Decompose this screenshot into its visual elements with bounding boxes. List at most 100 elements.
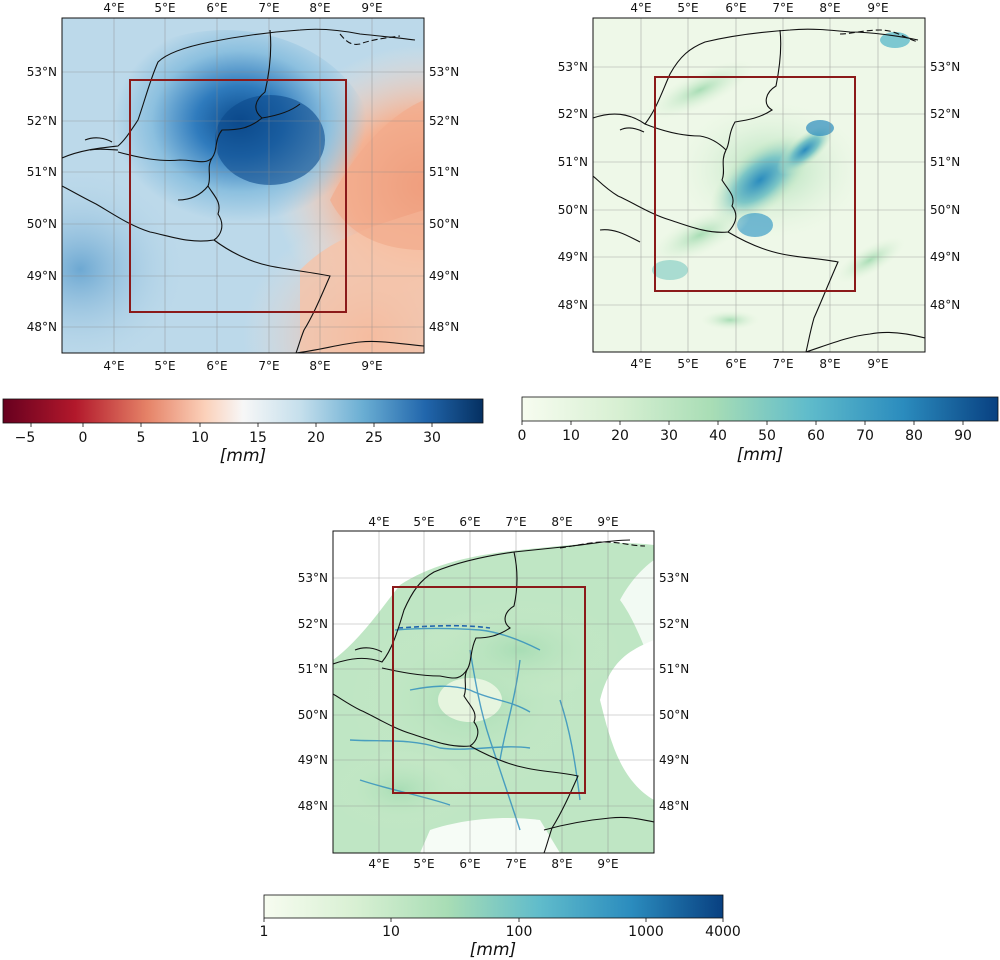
map-3-lat-left-label: 53°N [298, 571, 328, 585]
colorbar-1-ramp [2, 398, 484, 424]
map-3-lon-top-label: 7°E [505, 515, 526, 529]
map-3-lat-left-label: 52°N [298, 617, 328, 631]
map-2-lon-top-label: 9°E [867, 1, 888, 15]
map-3-lon-bottom-label: 4°E [368, 857, 389, 871]
colorbar-1-tick-label: 15 [249, 430, 267, 446]
map-3-lon-bottom-label: 7°E [505, 857, 526, 871]
map-1-lat-right-label: 48°N [429, 320, 459, 334]
colorbar-2-tick-label: 90 [954, 428, 972, 444]
colorbar-1-ticks [30, 423, 433, 427]
map-2-frame [592, 17, 926, 353]
map-3-lon-bottom-label: 9°E [597, 857, 618, 871]
map-3-lon-bottom-label: 8°E [551, 857, 572, 871]
map-2-lon-ticks-top: 4°E 5°E 6°E 7°E 8°E 9°E [630, 1, 888, 15]
map-3-lon-top-label: 4°E [368, 515, 389, 529]
map-2-lon-bottom-label: 8°E [819, 357, 840, 371]
map-3-lon-top-label: 9°E [597, 515, 618, 529]
map-2-lat-ticks-left: 53°N 52°N 51°N 50°N 49°N 48°N [558, 60, 588, 312]
map-2-lon-bottom-label: 6°E [725, 357, 746, 371]
colorbar-1-tick-label: 30 [423, 430, 441, 446]
map-3-lon-top-label: 8°E [551, 515, 572, 529]
map-2-lon-top-label: 4°E [630, 1, 651, 15]
map-2-lat-right-label: 48°N [930, 298, 960, 312]
colorbar-1-tick-label: 10 [191, 430, 209, 446]
colorbar-2-tick-label: 10 [562, 428, 580, 444]
map-1-lon-top-label: 5°E [154, 1, 175, 15]
map-1-lat-left-label: 48°N [27, 320, 57, 334]
map-3-lat-ticks-left: 53°N 52°N 51°N 50°N 49°N 48°N [298, 571, 328, 813]
map-1-lon-ticks-bottom: 4°E 5°E 6°E 7°E 8°E 9°E [103, 359, 382, 373]
map-3-lat-left-label: 50°N [298, 708, 328, 722]
map-1: 4°E 5°E 6°E 7°E 8°E 9°E 4°E 5°E 6°E 7°E … [27, 1, 460, 373]
map-1-lon-top-label: 9°E [361, 1, 382, 15]
map-2-lon-bottom-label: 4°E [630, 357, 651, 371]
map-2-lat-left-label: 49°N [558, 250, 588, 264]
map-3-domain-box [392, 586, 586, 794]
map-3-lon-bottom-label: 6°E [459, 857, 480, 871]
map-1-lon-bottom-label: 7°E [258, 359, 279, 373]
map-2-lon-top-label: 7°E [772, 1, 793, 15]
map-2-field [593, 18, 925, 352]
map-3-lat-right-label: 48°N [659, 799, 689, 813]
map-2-lon-bottom-label: 9°E [867, 357, 888, 371]
colorbar-2: 0 10 20 30 40 50 60 70 80 90 [mm] [518, 396, 999, 465]
map-3-lat-right-label: 53°N [659, 571, 689, 585]
map-2: 4°E 5°E 6°E 7°E 8°E 9°E 4°E 5°E 6°E 7°E … [558, 1, 961, 371]
colorbar-3-tick-label: 100 [506, 924, 533, 940]
map-3-borders [333, 539, 654, 853]
map-2-lon-top-label: 5°E [677, 1, 698, 15]
colorbar-3-tick-label: 10 [382, 924, 400, 940]
colorbar-3-unit-label: [mm] [470, 940, 516, 960]
map-1-lon-top-label: 7°E [258, 1, 279, 15]
map-3-lat-left-label: 49°N [298, 753, 328, 767]
map-2-lat-right-label: 53°N [930, 60, 960, 74]
map-2-lat-left-label: 48°N [558, 298, 588, 312]
colorbar-2-tick-label: 30 [660, 428, 678, 444]
map-1-lat-left-label: 50°N [27, 217, 57, 231]
map-2-lat-left-label: 52°N [558, 107, 588, 121]
map-1-lat-ticks-right: 53°N 52°N 51°N 50°N 49°N 48°N [429, 65, 459, 334]
map-3: 4°E 5°E 6°E 7°E 8°E 9°E 4°E 5°E 6°E 7°E … [298, 515, 690, 871]
map-3-lat-right-label: 52°N [659, 617, 689, 631]
colorbar-2-tick-label: 70 [856, 428, 874, 444]
map-3-lat-left-label: 51°N [298, 662, 328, 676]
map-1-field [62, 18, 424, 353]
colorbar-1-tick-label: 5 [137, 430, 146, 446]
map-1-lat-right-label: 53°N [429, 65, 459, 79]
map-2-lat-right-label: 52°N [930, 107, 960, 121]
map-1-lat-right-label: 51°N [429, 165, 459, 179]
map-3-lon-bottom-label: 5°E [413, 857, 434, 871]
map-1-lat-left-label: 51°N [27, 165, 57, 179]
map-2-lat-left-label: 51°N [558, 155, 588, 169]
map-2-lon-bottom-label: 7°E [772, 357, 793, 371]
map-1-lon-bottom-label: 9°E [361, 359, 382, 373]
map-3-grid [333, 531, 654, 853]
colorbar-2-tick-label: 60 [807, 428, 825, 444]
map-1-frame [61, 17, 425, 354]
map-2-lon-ticks-bottom: 4°E 5°E 6°E 7°E 8°E 9°E [630, 357, 888, 371]
map-3-lat-right-label: 50°N [659, 708, 689, 722]
colorbar-3-tick-label: 1 [260, 924, 269, 940]
map-3-lon-top-label: 5°E [413, 515, 434, 529]
map-1-lon-bottom-label: 5°E [154, 359, 175, 373]
map-1-lat-right-label: 52°N [429, 114, 459, 128]
map-3-lat-left-label: 48°N [298, 799, 328, 813]
map-2-borders [593, 28, 925, 352]
map-2-lat-left-label: 50°N [558, 203, 588, 217]
map-1-lat-left-label: 49°N [27, 269, 57, 283]
colorbar-3: 1 10 100 1000 4000 [mm] [260, 894, 741, 960]
map-3-lon-ticks-top: 4°E 5°E 6°E 7°E 8°E 9°E [368, 515, 618, 529]
colorbar-3-tick-label: 4000 [705, 924, 741, 940]
map-3-frame [332, 530, 655, 854]
map-2-lat-ticks-right: 53°N 52°N 51°N 50°N 49°N 48°N [930, 60, 960, 312]
colorbar-2-unit-label: [mm] [737, 445, 783, 465]
colorbar-1-unit-label: [mm] [220, 446, 266, 466]
colorbar-2-tick-label: 50 [758, 428, 776, 444]
map-3-lat-ticks-right: 53°N 52°N 51°N 50°N 49°N 48°N [659, 571, 689, 813]
map-1-lat-right-label: 49°N [429, 269, 459, 283]
colorbar-2-ticks [521, 421, 964, 425]
map-1-domain-box [129, 79, 347, 313]
map-2-lon-top-label: 8°E [819, 1, 840, 15]
map-1-lon-bottom-label: 8°E [309, 359, 330, 373]
